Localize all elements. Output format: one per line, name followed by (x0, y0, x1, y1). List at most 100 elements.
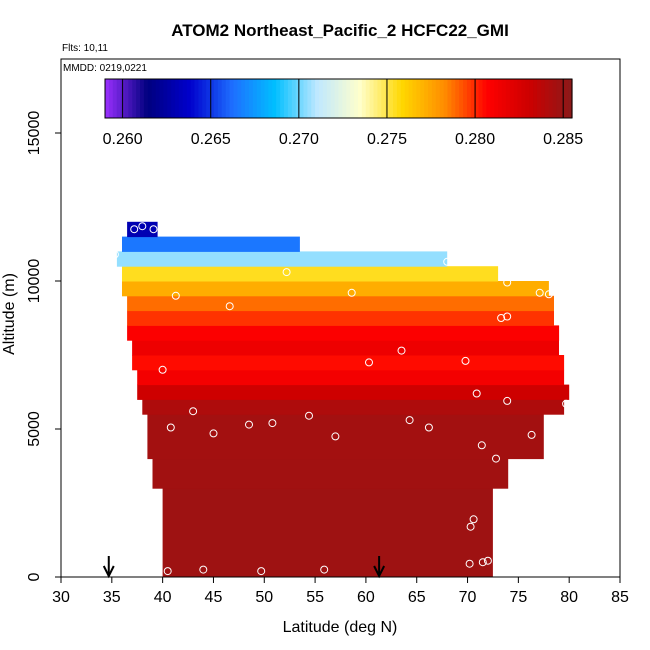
colorbar-segment (377, 79, 382, 118)
colorbar-segment (428, 79, 433, 118)
colorbar-segment (190, 79, 196, 118)
colorbar-segment (533, 79, 538, 118)
colorbar-segment (482, 79, 487, 118)
colorbar-segment (544, 79, 550, 118)
colorbar-segment (548, 79, 554, 118)
colorbar-segment (221, 79, 227, 118)
sample-point (163, 567, 172, 576)
colorbar-segment (334, 79, 340, 118)
x-tick-label: 35 (103, 589, 121, 606)
sample-point (199, 565, 208, 574)
x-tick-label: 60 (357, 589, 375, 606)
colorbar-segment (233, 79, 238, 118)
heat-layer-5 (137, 369, 565, 386)
sample-point (138, 222, 147, 231)
colorbar-segment (466, 79, 472, 118)
colorbar-segment (404, 79, 410, 118)
colorbar: 0.260 0.265 0.270 0.275 0.280 0.285 (103, 78, 583, 148)
colorbar-segment (210, 79, 215, 118)
heat-layer-8 (127, 325, 560, 341)
colorbar-tick-label: 0.275 (367, 131, 407, 148)
colorbar-segment (287, 79, 293, 118)
colorbar-segment (540, 79, 546, 118)
x-axis-label: Latitude (deg N) (283, 619, 398, 636)
colorbar-segment (175, 79, 180, 118)
colorbar-segment (326, 79, 332, 118)
sample-point (245, 420, 253, 429)
x-tick-label: 75 (509, 589, 527, 606)
sample-points (110, 222, 571, 576)
sample-point (158, 365, 167, 374)
sample-point (477, 441, 486, 450)
colorbar-segment (439, 79, 445, 118)
colorbar-segment (513, 79, 519, 118)
colorbar-segment (315, 79, 320, 118)
colorbar-segment (529, 79, 534, 118)
colorbar-segment (225, 79, 231, 118)
colorbar-segment (474, 79, 480, 118)
colorbar-segment (330, 79, 336, 118)
y-tick-label: 15000 (26, 111, 43, 156)
colorbar-segment (420, 79, 425, 118)
x-tick-label: 45 (205, 589, 223, 606)
colorbar-segment (408, 79, 414, 118)
colorbar-segment (346, 79, 351, 118)
colorbar-segment (470, 79, 476, 118)
sample-point (209, 429, 218, 438)
colorbar-segment (171, 79, 176, 118)
colorbar-segment (241, 79, 246, 118)
colorbar-segment (536, 79, 542, 118)
colorbar-segment (217, 79, 223, 118)
colorbar-segment (501, 79, 507, 118)
heat-layer-13 (116, 251, 448, 267)
colorbar-segment (147, 79, 153, 118)
colorbar-segment (307, 79, 312, 118)
sample-point (497, 314, 506, 322)
colorbar-segment (396, 79, 402, 118)
sample-point (171, 291, 180, 300)
sample-point (465, 559, 474, 568)
colorbar-segment (392, 79, 398, 118)
colorbar-tick-label: 0.260 (103, 131, 143, 148)
sample-point (466, 522, 475, 531)
colorbar-segment (143, 79, 149, 118)
colorbar-segment (116, 79, 122, 118)
heat-layer-1 (152, 458, 509, 489)
colorbar-segment (412, 79, 417, 118)
colorbar-segment (295, 79, 301, 118)
sample-point (347, 288, 356, 297)
sample-point (472, 389, 481, 398)
sample-point (305, 411, 313, 420)
x-tick-label: 30 (52, 589, 70, 606)
heat-layer-7 (132, 340, 559, 356)
sample-point (443, 257, 452, 266)
colorbar-segment (505, 79, 511, 118)
sample-point (405, 416, 414, 425)
colorbar-segment (400, 79, 406, 118)
colorbar-segment (521, 79, 526, 118)
heat-layer-12 (122, 266, 499, 282)
colorbar-segment (260, 79, 266, 118)
flights-info: Flts: 10,11 (62, 43, 108, 54)
colorbar-segment (357, 79, 363, 118)
colorbar-segment (494, 79, 499, 118)
colorbar-segment (451, 79, 456, 118)
heat-layer-11 (122, 281, 549, 297)
colorbar-segment (361, 79, 367, 118)
colorbar-segment (435, 79, 441, 118)
colorbar-segment (447, 79, 452, 118)
y-tick-label: 5000 (26, 411, 43, 447)
colorbar-segment (182, 79, 188, 118)
date-info: MMDD: 0219,0221 (63, 63, 147, 74)
colorbar-segment (459, 79, 464, 118)
heat-layer-10 (127, 295, 554, 312)
colorbar-segment (443, 79, 449, 118)
colorbar-segment (490, 79, 495, 118)
colorbar-segment (256, 79, 262, 118)
colorbar-segment (245, 79, 250, 118)
colorbar-segment (272, 79, 277, 118)
sample-point (189, 407, 198, 416)
sample-point (503, 278, 512, 287)
heat-layer-4 (137, 384, 570, 400)
